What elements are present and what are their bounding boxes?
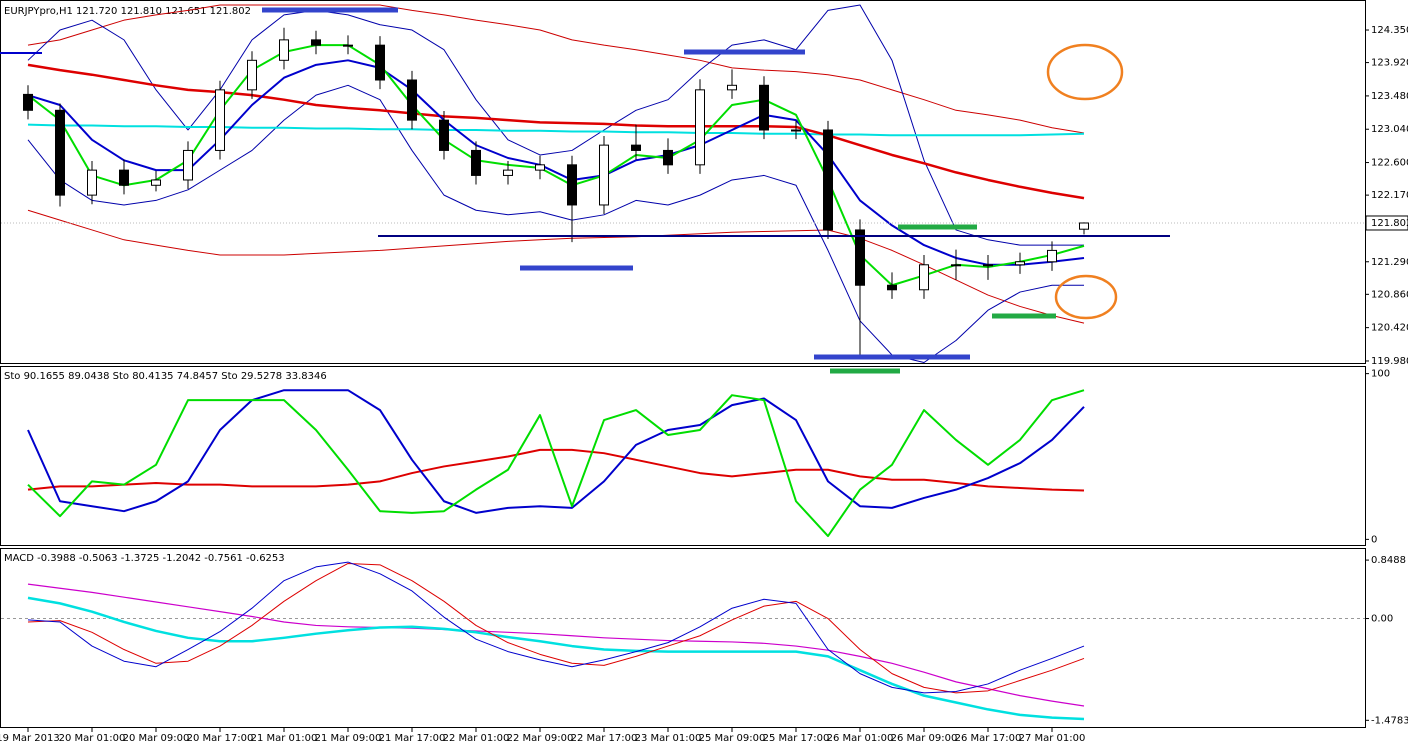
last-price-label: 121.802 <box>1371 218 1408 229</box>
x-tick-label: 21 Mar 09:00 <box>315 733 382 744</box>
x-tick-label: 22 Mar 17:00 <box>571 733 638 744</box>
y-tick-label: 121.290 <box>1371 257 1408 268</box>
y-tick-label: 122.600 <box>1371 158 1408 169</box>
x-tick-label: 20 Mar 01:00 <box>59 733 126 744</box>
candle-body <box>439 119 449 151</box>
candle-body <box>791 129 801 132</box>
y-tick-label: 0.8488 <box>1371 555 1406 566</box>
indicator-line <box>27 562 1085 694</box>
x-tick-label: 22 Mar 01:00 <box>443 733 510 744</box>
drawn-objects <box>0 7 1170 374</box>
candle-body <box>855 229 865 286</box>
candle-body <box>87 169 97 196</box>
candle-body <box>887 284 897 291</box>
candle-body <box>1047 249 1057 263</box>
x-tick-label: 26 Mar 01:00 <box>827 733 894 744</box>
x-tick-label: 22 Mar 09:00 <box>507 733 574 744</box>
candle-body <box>727 84 737 91</box>
candle-body <box>567 164 577 206</box>
x-tick-label: 25 Mar 17:00 <box>763 733 830 744</box>
indicator-line <box>27 209 1085 324</box>
candle-body <box>407 79 417 121</box>
indicator-line <box>27 389 1085 538</box>
candle-body <box>247 59 257 91</box>
candle-body <box>951 264 961 267</box>
indicator-line <box>27 389 1085 514</box>
highlight-circle <box>1054 274 1118 320</box>
indicator-line <box>27 4 1085 134</box>
candle-body <box>23 93 33 111</box>
stoch-frame <box>0 366 1366 546</box>
x-tick-label: 21 Mar 17:00 <box>379 733 446 744</box>
y-tick-label: 120.420 <box>1371 323 1408 334</box>
candle-body <box>599 144 609 206</box>
y-tick-label: 122.170 <box>1371 190 1408 201</box>
highlight-circle <box>1046 43 1124 101</box>
panel-title: EURJPYpro,H1 121.720 121.810 121.651 121… <box>4 6 251 17</box>
y-tick-label: 0 <box>1371 534 1377 545</box>
candle-body <box>215 89 225 151</box>
x-tick-label: 27 Mar 01:00 <box>1019 733 1086 744</box>
candle-body <box>535 164 545 171</box>
candle-body <box>631 144 641 151</box>
y-tick-label: 0.00 <box>1371 614 1393 625</box>
candle-body <box>983 264 993 267</box>
candle-body <box>1079 222 1089 230</box>
y-tick-label: 120.860 <box>1371 289 1408 300</box>
candle-body <box>375 44 385 81</box>
indicator-line <box>27 561 1085 694</box>
indicator-line <box>27 63 1085 200</box>
y-tick-label: -1.4783 <box>1371 715 1408 726</box>
y-tick-label: 123.040 <box>1371 124 1408 135</box>
panel-frames <box>0 0 1366 728</box>
price-frame <box>0 0 1366 364</box>
y-tick-label: 100 <box>1371 369 1390 380</box>
candle-body <box>311 39 321 46</box>
x-tick-label: 20 Mar 09:00 <box>123 733 190 744</box>
y-tick-label: 124.350 <box>1371 25 1408 36</box>
candle-body <box>151 179 161 186</box>
candle-body <box>119 169 129 186</box>
candle-body <box>471 149 481 176</box>
last-price-box <box>1365 215 1408 231</box>
x-tick-label: 21 Mar 01:00 <box>251 733 318 744</box>
indicator-line <box>27 44 1085 287</box>
candle-body <box>663 149 673 166</box>
indicator-line <box>27 448 1085 492</box>
x-tick-label: 26 Mar 09:00 <box>891 733 958 744</box>
macd-frame <box>0 548 1366 728</box>
panel-title: MACD -0.3988 -0.5063 -1.3725 -1.2042 -0.… <box>4 553 285 564</box>
indicator-line <box>27 583 1085 707</box>
candle-body <box>55 109 65 196</box>
candle-body <box>279 39 289 61</box>
panel-title: Sto 90.1655 89.0438 Sto 80.4135 74.8457 … <box>4 371 327 382</box>
y-tick-label: 123.480 <box>1371 91 1408 102</box>
candle-body <box>343 44 353 47</box>
y-tick-label: 119.980 <box>1371 356 1408 367</box>
x-tick-label: 26 Mar 17:00 <box>955 733 1022 744</box>
indicator-line <box>27 123 1085 137</box>
candle-body <box>919 264 929 291</box>
candle-body <box>823 129 833 231</box>
x-tick-label: 19 Mar 2013 <box>0 733 60 744</box>
candle-body <box>183 149 193 181</box>
candle-body <box>503 169 513 176</box>
candle-body <box>695 89 705 166</box>
candle-body <box>1015 261 1025 266</box>
y-tick-label: 123.920 <box>1371 58 1408 69</box>
x-tick-label: 25 Mar 09:00 <box>699 733 766 744</box>
x-tick-label: 20 Mar 17:00 <box>187 733 254 744</box>
candle-body <box>759 84 769 131</box>
indicator-line <box>27 4 1084 246</box>
x-tick-label: 23 Mar 01:00 <box>635 733 702 744</box>
